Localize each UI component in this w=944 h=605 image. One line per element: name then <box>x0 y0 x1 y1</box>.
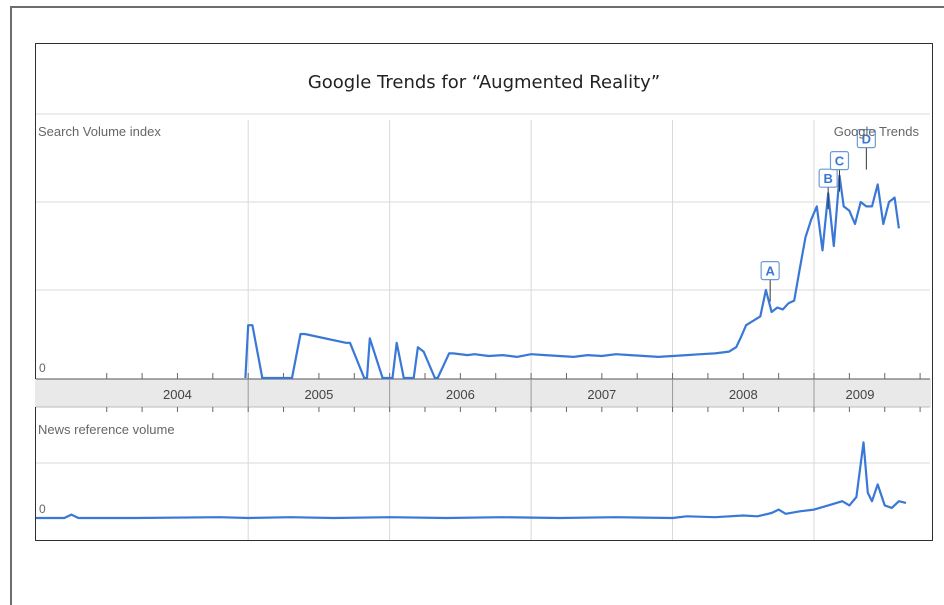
y-tick-label-top: 0 <box>39 361 46 375</box>
flag-label-A: A <box>765 264 775 279</box>
y-axis-label-search: Search Volume index <box>38 124 161 139</box>
flag-label-C: C <box>835 154 845 169</box>
google-trends-label: Google Trends <box>834 124 920 139</box>
flag-box-A <box>760 261 780 281</box>
flag-layer: A BC D <box>760 129 876 302</box>
flag-label-B: B <box>823 171 832 186</box>
grid-layer <box>36 113 930 540</box>
x-tick-label-2005: 2005 <box>304 387 333 402</box>
label-layer: 2004 2005 2006 2007 2008 2009 Search Volume in… <box>38 124 919 516</box>
flag-box-B <box>818 168 838 188</box>
x-tick-label-2006: 2006 <box>446 387 475 402</box>
flag-label-D: D <box>862 132 871 147</box>
x-tick-label-2007: 2007 <box>587 387 616 402</box>
year-band <box>35 373 931 412</box>
chart-box <box>35 43 933 541</box>
chart-title: Google Trends for “Augmented Reality” <box>307 72 661 93</box>
flag-box-D <box>856 129 876 149</box>
x-tick-label-2004: 2004 <box>163 387 192 402</box>
x-tick-label-2008: 2008 <box>729 387 758 402</box>
y-axis-label-news: News reference volume <box>38 422 175 437</box>
y-tick-label-bottom: 0 <box>39 502 46 516</box>
series-line-search-volume <box>244 174 900 380</box>
x-tick-label-2009: 2009 <box>846 387 875 402</box>
year-band-bg <box>35 379 931 407</box>
flag-box-C <box>829 151 850 171</box>
series-layer <box>36 174 907 520</box>
series-line-news-volume <box>36 441 907 520</box>
